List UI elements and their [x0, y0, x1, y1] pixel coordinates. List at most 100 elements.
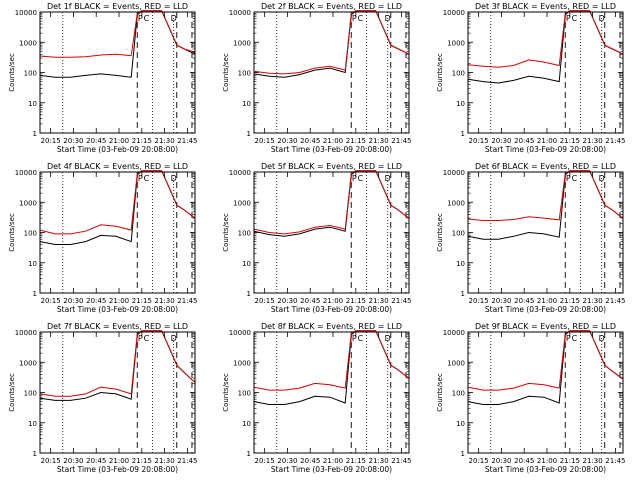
x-tick-label: 20:45 — [86, 297, 106, 305]
y-tick-label: 10000 — [15, 9, 37, 17]
event-marker-d: D — [599, 174, 605, 183]
y-tick-label: 100 — [238, 390, 251, 398]
series-line-lld — [253, 170, 410, 235]
x-tick-label: 21:30 — [583, 137, 603, 145]
x-tick-label: 21:30 — [155, 297, 175, 305]
plot-panel-3: Det 3f BLACK = Events, RED = LLD P C D 1 10 10… — [436, 2, 625, 154]
y-axis-label: Counts/sec — [222, 213, 230, 252]
y-tick-label: 10 — [242, 260, 251, 268]
x-tick-label: 21:15 — [560, 137, 580, 145]
plot-frame — [467, 171, 624, 294]
y-tick-label: 100 — [238, 230, 251, 238]
plot-panel-2: Det 2f BLACK = Events, RED = LLD P C D 1 10 10… — [222, 2, 411, 154]
x-tick-label: 21:45 — [177, 457, 197, 465]
plot-frame — [39, 331, 196, 454]
series-line-lld — [253, 10, 410, 75]
x-tick-label: 21:30 — [155, 137, 175, 145]
series-line-lld — [39, 10, 196, 58]
plot-panel-8: Det 8f BLACK = Events, RED = LLD P C D 1 10 10… — [222, 322, 411, 474]
x-tick-label: 20:45 — [86, 137, 106, 145]
plot-frame — [467, 11, 624, 134]
y-tick-label: 10 — [28, 420, 37, 428]
series-line-lld — [467, 170, 624, 221]
y-axis-label: Counts/sec — [222, 53, 230, 92]
series-line-lld — [39, 170, 196, 235]
plot-frame — [253, 171, 410, 294]
x-tick-label: 21:45 — [605, 137, 625, 145]
y-axis-label: Counts/sec — [222, 373, 230, 412]
x-tick-label: 21:30 — [583, 297, 603, 305]
event-marker-p: P — [566, 14, 571, 23]
x-axis-label: Start Time (03-Feb-09 20:08:00) — [485, 465, 606, 474]
x-tick-label: 21:45 — [177, 297, 197, 305]
x-tick-label: 21:30 — [369, 297, 389, 305]
y-tick-label: 100 — [452, 230, 465, 238]
y-tick-label: 10 — [28, 100, 37, 108]
x-tick-label: 20:45 — [300, 137, 320, 145]
y-tick-label: 1 — [33, 450, 37, 458]
x-tick-label: 21:45 — [391, 457, 411, 465]
x-tick-label: 21:15 — [346, 457, 366, 465]
x-tick-label: 21:15 — [132, 457, 152, 465]
x-axis-label: Start Time (03-Feb-09 20:08:00) — [271, 465, 392, 474]
x-tick-label: 20:45 — [514, 137, 534, 145]
x-tick-label: 20:45 — [300, 457, 320, 465]
event-marker-c: C — [144, 14, 150, 23]
x-tick-label: 20:30 — [491, 137, 511, 145]
plot-frame — [253, 11, 410, 134]
x-tick-label: 20:15 — [255, 137, 275, 145]
x-tick-label: 20:30 — [277, 137, 297, 145]
y-tick-label: 10 — [456, 260, 465, 268]
plot-title: Det 2f BLACK = Events, RED = LLD — [261, 2, 402, 11]
y-tick-label: 1 — [33, 290, 37, 298]
x-tick-label: 20:15 — [255, 457, 275, 465]
x-tick-label: 21:00 — [109, 297, 129, 305]
x-tick-label: 20:30 — [277, 297, 297, 305]
event-marker-d: D — [599, 14, 605, 23]
x-tick-label: 20:45 — [514, 457, 534, 465]
x-tick-label: 21:30 — [155, 457, 175, 465]
x-tick-label: 20:15 — [469, 297, 489, 305]
y-tick-label: 100 — [452, 390, 465, 398]
plot-title: Det 4f BLACK = Events, RED = LLD — [47, 162, 188, 171]
x-tick-label: 21:00 — [537, 137, 557, 145]
x-tick-label: 21:15 — [560, 297, 580, 305]
x-tick-label: 20:15 — [41, 297, 61, 305]
y-tick-label: 1000 — [19, 199, 37, 207]
event-marker-p: P — [352, 14, 357, 23]
y-tick-label: 1000 — [19, 359, 37, 367]
y-tick-label: 1000 — [447, 359, 465, 367]
y-tick-label: 1 — [461, 450, 465, 458]
event-marker-d: D — [171, 14, 177, 23]
plot-panel-4: Det 4f BLACK = Events, RED = LLD P C D 1 10 10… — [8, 162, 197, 314]
event-marker-c: C — [358, 174, 364, 183]
event-marker-p: P — [138, 334, 143, 343]
y-axis-label: Counts/sec — [436, 213, 444, 252]
event-marker-c: C — [572, 174, 578, 183]
plot-frame — [39, 171, 196, 294]
x-tick-label: 20:15 — [469, 137, 489, 145]
y-tick-label: 1 — [247, 290, 251, 298]
series-line-lld — [467, 330, 624, 391]
plot-panel-9: Det 9f BLACK = Events, RED = LLD P C D 1 10 10… — [436, 322, 625, 474]
y-tick-label: 1000 — [233, 39, 251, 47]
plot-panel-5: Det 5f BLACK = Events, RED = LLD P C D 1 10 10… — [222, 162, 411, 314]
x-tick-label: 20:30 — [63, 457, 83, 465]
series-line-lld — [253, 330, 410, 391]
y-tick-label: 1 — [33, 130, 37, 138]
x-axis-label: Start Time (03-Feb-09 20:08:00) — [271, 305, 392, 314]
y-tick-label: 1000 — [233, 199, 251, 207]
x-tick-label: 21:00 — [323, 137, 343, 145]
plot-title: Det 5f BLACK = Events, RED = LLD — [261, 162, 402, 171]
event-marker-c: C — [572, 334, 578, 343]
plot-title: Det 9f BLACK = Events, RED = LLD — [475, 322, 616, 331]
y-tick-label: 1000 — [233, 359, 251, 367]
event-marker-p: P — [138, 174, 143, 183]
event-marker-p: P — [352, 334, 357, 343]
x-tick-label: 21:45 — [605, 457, 625, 465]
event-marker-c: C — [144, 334, 150, 343]
x-tick-label: 21:00 — [537, 457, 557, 465]
x-tick-label: 20:15 — [41, 137, 61, 145]
x-axis-label: Start Time (03-Feb-09 20:08:00) — [57, 465, 178, 474]
y-tick-label: 10000 — [229, 329, 251, 337]
